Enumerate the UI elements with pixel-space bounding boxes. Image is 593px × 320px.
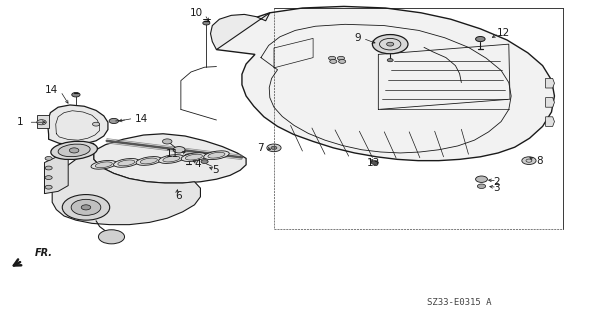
- Circle shape: [203, 21, 210, 25]
- Circle shape: [93, 122, 100, 126]
- Text: 14: 14: [45, 85, 58, 95]
- Polygon shape: [37, 115, 49, 128]
- Ellipse shape: [141, 158, 157, 164]
- Ellipse shape: [118, 160, 135, 166]
- Circle shape: [476, 36, 485, 42]
- Ellipse shape: [95, 162, 112, 168]
- Polygon shape: [216, 6, 554, 161]
- Circle shape: [477, 184, 486, 188]
- Circle shape: [98, 230, 125, 244]
- Circle shape: [37, 120, 46, 125]
- Circle shape: [71, 199, 101, 215]
- Text: 4: 4: [195, 159, 201, 169]
- Circle shape: [45, 166, 52, 170]
- Text: 11: 11: [166, 149, 179, 159]
- Circle shape: [45, 176, 52, 180]
- Circle shape: [271, 146, 277, 149]
- Ellipse shape: [91, 160, 117, 169]
- Polygon shape: [546, 98, 554, 107]
- Ellipse shape: [58, 144, 90, 157]
- Text: 5: 5: [212, 165, 219, 175]
- Text: 14: 14: [135, 114, 148, 124]
- Text: 6: 6: [175, 191, 181, 201]
- Circle shape: [372, 35, 408, 54]
- Circle shape: [371, 161, 378, 164]
- Text: 3: 3: [493, 183, 500, 193]
- Text: 13: 13: [366, 157, 380, 168]
- Polygon shape: [44, 154, 68, 194]
- Circle shape: [387, 42, 394, 46]
- Circle shape: [184, 154, 193, 158]
- Circle shape: [173, 147, 185, 153]
- Circle shape: [476, 176, 487, 182]
- Circle shape: [81, 205, 91, 210]
- Polygon shape: [44, 143, 200, 225]
- Ellipse shape: [181, 153, 207, 162]
- Polygon shape: [47, 105, 108, 145]
- Ellipse shape: [186, 154, 202, 160]
- Ellipse shape: [136, 156, 162, 165]
- Circle shape: [330, 60, 337, 63]
- Text: 8: 8: [537, 156, 543, 166]
- Text: 2: 2: [493, 177, 500, 187]
- Ellipse shape: [163, 156, 180, 162]
- Text: 12: 12: [497, 28, 510, 38]
- Circle shape: [339, 60, 346, 63]
- Circle shape: [162, 139, 172, 144]
- Text: FR.: FR.: [34, 248, 52, 258]
- Circle shape: [522, 157, 536, 164]
- Circle shape: [109, 118, 119, 124]
- Text: 1: 1: [17, 117, 24, 127]
- Polygon shape: [546, 78, 554, 88]
- Circle shape: [62, 195, 110, 220]
- Text: 9: 9: [354, 33, 361, 43]
- Text: 10: 10: [190, 8, 203, 19]
- Ellipse shape: [208, 152, 225, 158]
- Polygon shape: [211, 13, 270, 50]
- Circle shape: [45, 185, 52, 189]
- Ellipse shape: [158, 155, 184, 164]
- Circle shape: [387, 59, 393, 62]
- Text: 7: 7: [257, 143, 264, 153]
- Circle shape: [201, 160, 208, 164]
- Ellipse shape: [51, 141, 97, 160]
- Polygon shape: [94, 134, 246, 183]
- Polygon shape: [546, 117, 554, 126]
- Circle shape: [329, 56, 336, 60]
- Circle shape: [337, 56, 345, 60]
- Circle shape: [69, 148, 79, 153]
- Text: SZ33-E0315 A: SZ33-E0315 A: [427, 298, 492, 307]
- Ellipse shape: [113, 158, 139, 167]
- Circle shape: [267, 144, 281, 152]
- Circle shape: [72, 92, 80, 97]
- Ellipse shape: [203, 151, 229, 160]
- Circle shape: [45, 156, 52, 160]
